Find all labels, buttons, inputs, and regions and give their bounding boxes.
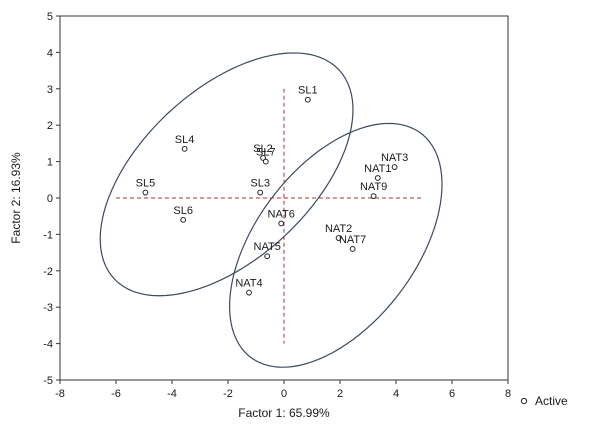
y-tick-label: 3 <box>47 84 53 96</box>
point-sl1 <box>304 96 311 103</box>
point-nat3 <box>391 164 398 170</box>
x-tick-label: 6 <box>449 388 455 400</box>
point-label-sl2: SL2 <box>253 143 273 155</box>
point-label-sl1: SL1 <box>298 85 318 97</box>
x-tick-label: 2 <box>337 388 343 400</box>
confidence-ellipse-2 <box>229 122 443 368</box>
point-nat7 <box>349 246 356 252</box>
y-tick-label: 1 <box>47 157 53 169</box>
y-tick-label: 4 <box>47 47 53 59</box>
x-tick-label: 0 <box>281 388 287 400</box>
point-sl4 <box>181 145 188 152</box>
point-nat4 <box>246 289 252 296</box>
y-tick-label: 5 <box>47 11 53 23</box>
legend: Active <box>520 394 568 408</box>
point-nat5 <box>264 253 271 260</box>
legend-marker-icon <box>520 397 528 405</box>
point-sl5 <box>142 189 149 196</box>
y-axis: -5 -4 -3 -2 -1 0 1 2 3 4 5 <box>43 11 60 387</box>
point-sl3 <box>257 189 264 196</box>
y-tick-label: -2 <box>43 266 53 278</box>
point-label-nat1: NAT1 <box>364 163 391 175</box>
y-tick-label: -1 <box>43 229 53 241</box>
point-sl6 <box>180 216 187 223</box>
legend-label: Active <box>535 394 568 408</box>
y-axis-label: Factor 2: 16.93% <box>9 152 23 244</box>
y-tick-label: -3 <box>43 302 53 314</box>
y-tick-label: 2 <box>47 120 53 132</box>
y-tick-label: -4 <box>43 339 53 351</box>
y-tick-label: -5 <box>43 375 53 387</box>
x-tick-label: -4 <box>167 388 177 400</box>
point-label-nat4: NAT4 <box>235 278 262 290</box>
point-label-sl7: SL7 <box>256 147 276 159</box>
point-label-nat5: NAT5 <box>254 241 281 253</box>
y-tick-label: 0 <box>47 193 53 205</box>
point-label-sl3: SL3 <box>250 178 270 190</box>
point-label-nat2: NAT2 <box>325 223 352 235</box>
point-label-sl6: SL6 <box>173 205 193 217</box>
points-layer <box>142 96 398 296</box>
point-nat6 <box>278 220 285 227</box>
x-tick-label: -2 <box>223 388 233 400</box>
point-label-nat3: NAT3 <box>381 152 408 164</box>
reference-lines <box>116 88 424 344</box>
point-sl7 <box>262 158 269 165</box>
x-tick-label: -6 <box>111 388 121 400</box>
point-label-nat7: NAT7 <box>339 234 366 246</box>
point-label-sl4: SL4 <box>175 134 195 146</box>
x-tick-label: -8 <box>55 388 65 400</box>
point-sl2 <box>260 155 266 161</box>
x-tick-label: 8 <box>505 388 511 400</box>
ellipse-layer <box>99 52 443 368</box>
point-nat1 <box>374 175 381 181</box>
point-label-nat9: NAT9 <box>360 181 387 193</box>
point-nat2 <box>335 235 342 241</box>
point-label-nat6: NAT6 <box>268 208 295 220</box>
x-axis-label: Factor 1: 65.99% <box>238 406 330 420</box>
x-tick-label: 4 <box>393 388 399 400</box>
confidence-ellipse-1 <box>99 52 354 297</box>
point-label-sl5: SL5 <box>136 178 156 190</box>
x-axis: -8 -6 -4 -2 0 2 4 6 8 <box>55 380 511 400</box>
point-nat9 <box>370 193 377 200</box>
